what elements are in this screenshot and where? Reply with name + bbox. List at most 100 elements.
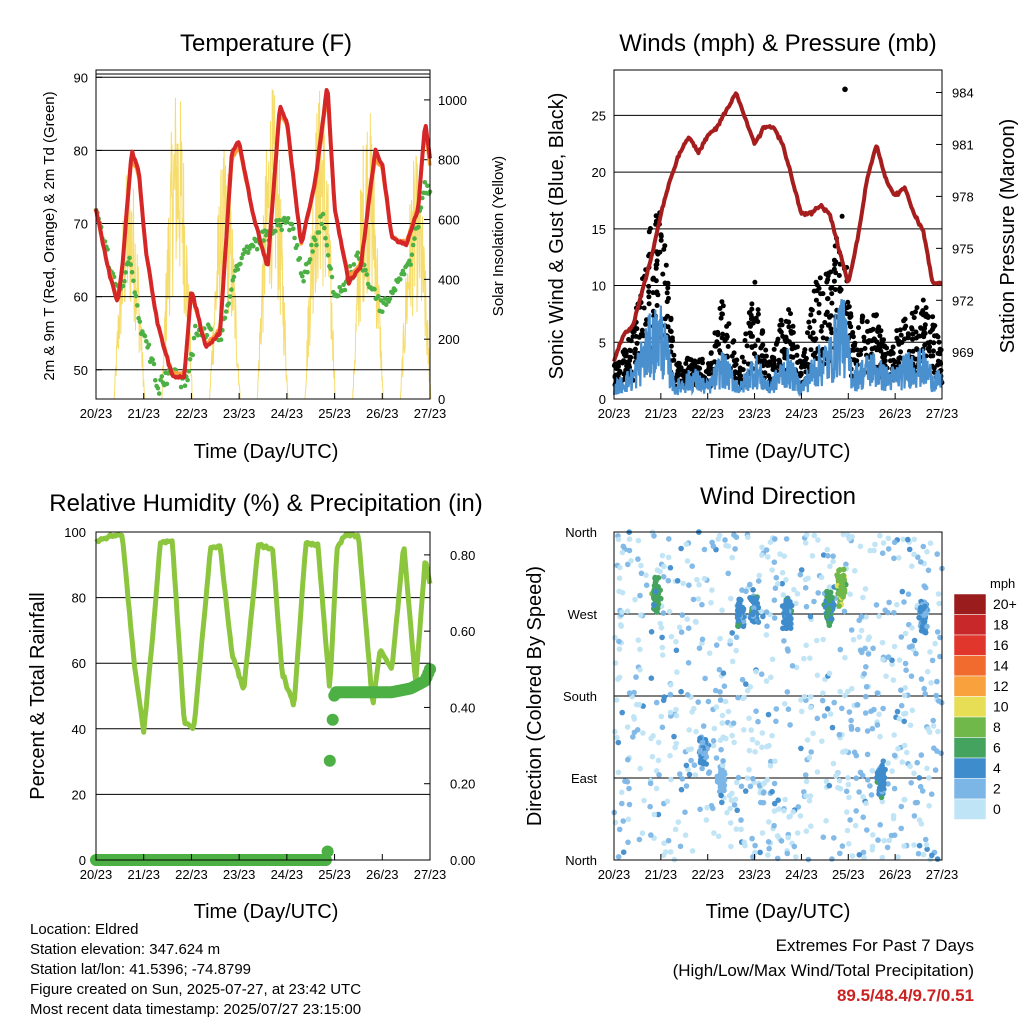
dewpoint-point [235, 267, 241, 272]
direction-point [626, 536, 633, 542]
direction-point [810, 730, 816, 737]
direction-point [634, 727, 641, 733]
direction-point [728, 843, 734, 850]
direction-point [689, 709, 695, 715]
direction-point [721, 772, 727, 778]
direction-point [807, 613, 814, 620]
gust-point [762, 358, 767, 364]
direction-point [654, 567, 661, 573]
direction-point [894, 708, 901, 715]
y-tick-label: 0 [79, 853, 86, 868]
dewpoint-point [372, 286, 377, 292]
direction-point [917, 608, 924, 615]
direction-point [937, 634, 943, 641]
direction-point [780, 592, 787, 598]
gust-point [654, 303, 660, 308]
legend-label: 12 [993, 678, 1009, 694]
direction-point [744, 775, 751, 781]
direction-point [883, 673, 889, 679]
direction-point [756, 572, 763, 579]
gust-point [862, 346, 868, 351]
direction-point [619, 589, 626, 596]
direction-point [802, 576, 809, 583]
gust-point [777, 327, 783, 333]
direction-point [885, 535, 892, 542]
direction-point [697, 806, 703, 813]
direction-point [803, 793, 809, 799]
x-tick-label: 26/23 [879, 867, 912, 882]
direction-point [871, 706, 877, 713]
direction-point [747, 783, 754, 790]
direction-point [826, 622, 833, 629]
direction-point [684, 616, 690, 622]
direction-point [625, 816, 632, 823]
gust-point [808, 306, 814, 312]
dewpoint-point [300, 274, 305, 279]
direction-point [779, 569, 786, 576]
direction-point [764, 623, 770, 629]
legend-swatch [953, 634, 987, 656]
direction-point [814, 769, 821, 775]
gust-point [653, 290, 659, 296]
gust-point [935, 362, 940, 368]
direction-point [635, 637, 642, 643]
speed-legend: mph 20+ 18 16 14 12 10 8 6 4 2 0 [953, 576, 1017, 820]
gust-point [813, 279, 819, 285]
dewpoint-point [229, 287, 234, 292]
gust-point [720, 311, 725, 317]
direction-point [653, 588, 659, 595]
y-tick-label: South [563, 689, 597, 704]
dewpoint-point [285, 216, 291, 221]
direction-point [638, 570, 645, 577]
direction-point [829, 856, 835, 862]
direction-point [771, 822, 777, 829]
gust-point [856, 352, 862, 358]
dewpoint-point [208, 327, 214, 332]
direction-point [698, 757, 704, 763]
dewpoint-point [135, 303, 140, 308]
dewpoint-point [392, 288, 398, 293]
direction-point [612, 728, 618, 735]
direction-point [718, 746, 724, 753]
direction-point [868, 792, 875, 798]
direction-point [837, 567, 843, 573]
direction-point [624, 724, 631, 730]
direction-point [807, 793, 814, 799]
x-tick-label: 24/23 [785, 406, 818, 421]
direction-point [619, 609, 625, 615]
gust-point [937, 346, 943, 352]
direction-point [659, 652, 666, 658]
gust-point [831, 257, 837, 263]
direction-point [802, 540, 809, 546]
x-tick-label: 23/23 [738, 406, 771, 421]
direction-point [723, 735, 729, 742]
direction-point [763, 609, 770, 615]
x-tick-label: 25/23 [832, 867, 865, 882]
direction-point [763, 547, 770, 553]
dewpoint-point [227, 294, 233, 299]
direction-point [784, 646, 791, 652]
direction-point [879, 762, 885, 769]
gust-point [650, 276, 656, 282]
direction-point [853, 752, 860, 759]
direction-point [763, 678, 770, 684]
direction-point [790, 809, 796, 815]
direction-point [679, 612, 686, 618]
direction-point [863, 664, 869, 670]
direction-point [856, 789, 862, 795]
direction-point [838, 583, 844, 590]
direction-point [619, 800, 625, 807]
direction-point [729, 790, 735, 797]
direction-point [684, 558, 691, 564]
direction-point [819, 738, 825, 744]
direction-point [767, 539, 774, 545]
direction-point [852, 568, 858, 574]
direction-point [701, 546, 708, 553]
direction-point [878, 786, 885, 792]
direction-point [889, 768, 895, 774]
gust-point [689, 362, 695, 368]
direction-point [667, 565, 674, 571]
gust-point [646, 301, 652, 307]
pressure-ylabel: Station Pressure (Maroon) [997, 119, 1019, 354]
direction-point [637, 592, 643, 599]
